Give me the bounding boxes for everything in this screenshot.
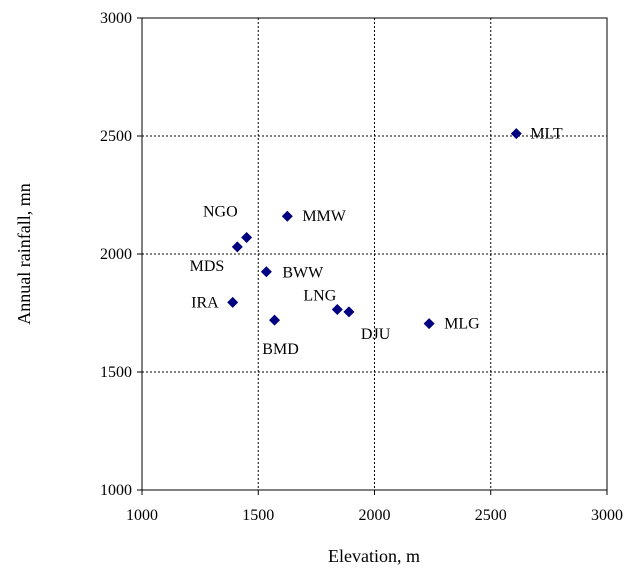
data-point — [231, 241, 243, 253]
data-point — [343, 306, 355, 318]
grid-lines — [142, 18, 607, 490]
x-tick-label: 3000 — [591, 507, 623, 524]
y-tick-label: 2500 — [100, 128, 132, 145]
data-point — [260, 266, 272, 278]
data-point — [281, 210, 293, 222]
point-label: MLG — [444, 316, 480, 333]
x-tick-label: 1000 — [126, 507, 158, 524]
point-label: BWW — [282, 265, 324, 282]
x-tick-label: 1500 — [242, 507, 274, 524]
data-point — [423, 318, 435, 330]
data-point — [331, 303, 343, 315]
point-label: MMW — [302, 208, 346, 225]
point-label: MLT — [530, 126, 563, 143]
axis-ticks: 1000 1500 2000 2500 3000 1000 1500 2000 2500 3000 — [100, 10, 623, 524]
data-points — [227, 128, 522, 330]
point-label: BMD — [262, 341, 298, 358]
point-label: LNG — [303, 287, 336, 304]
data-point — [510, 128, 522, 140]
data-point — [269, 314, 281, 326]
data-point — [227, 296, 239, 308]
point-labels: MLT MMW NGO MDS BWW IRA BMD LNG DJU MLG — [190, 126, 563, 358]
point-label: DJU — [361, 326, 391, 343]
point-label: IRA — [191, 294, 219, 311]
y-tick-label: 1000 — [100, 482, 132, 499]
x-axis-label: Elevation, m — [328, 546, 420, 566]
x-tick-label: 2000 — [359, 507, 391, 524]
y-tick-label: 1500 — [100, 364, 132, 381]
y-axis-label: Annual rainfall, mn — [14, 183, 34, 324]
point-label: MDS — [190, 258, 225, 275]
data-point — [241, 231, 253, 243]
point-label: NGO — [203, 203, 238, 220]
y-tick-label: 3000 — [100, 10, 132, 27]
y-tick-label: 2000 — [100, 246, 132, 263]
x-tick-label: 2500 — [475, 507, 507, 524]
